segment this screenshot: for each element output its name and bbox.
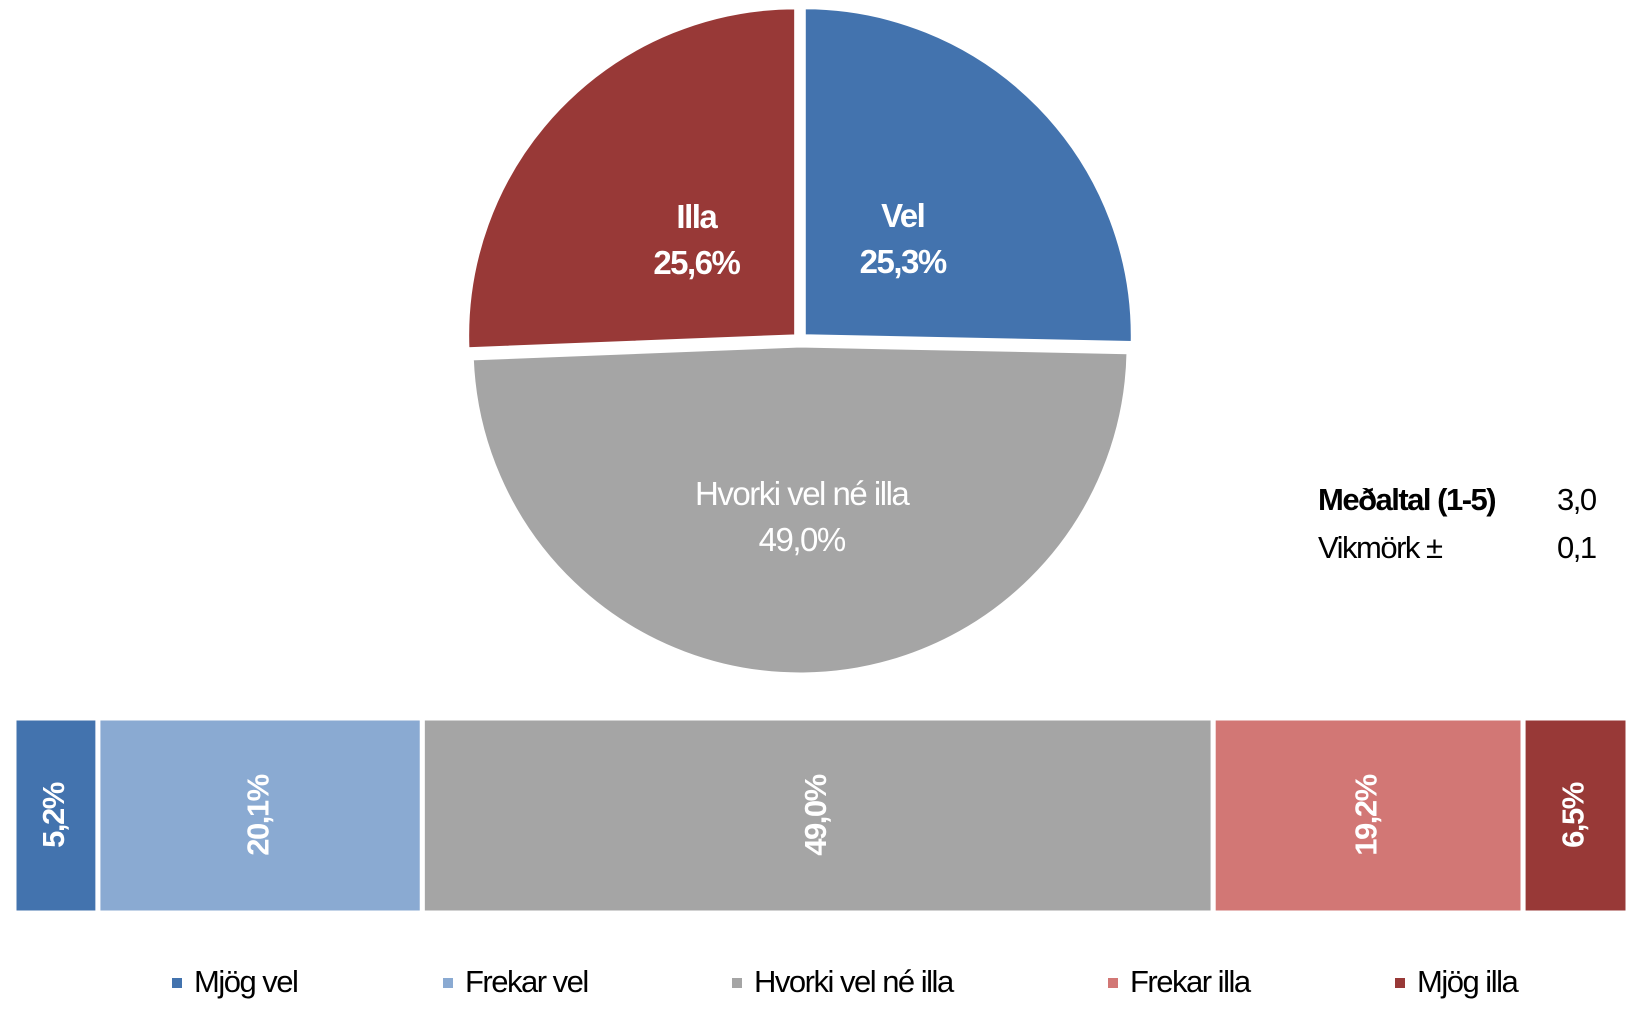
legend-swatch	[732, 978, 742, 988]
legend-label: Frekar illa	[1130, 964, 1252, 999]
legend-swatch	[1108, 978, 1118, 988]
bar-value-label: 49,0%	[798, 774, 833, 855]
stat-value: 0,1	[1557, 530, 1596, 565]
bar-segment	[419, 715, 1216, 916]
bar-segment	[1520, 715, 1630, 916]
bar-value-label: 20,1%	[240, 774, 275, 855]
slice-name: Illa	[676, 198, 717, 236]
slice-label: Vel 25,3%	[783, 193, 1023, 285]
slice-name: Hvorki vel né illa	[695, 474, 910, 512]
slice-value: 25,3%	[859, 243, 948, 281]
legend-label: Frekar vel	[465, 964, 588, 999]
bar-value-label: 5,2%	[36, 782, 71, 848]
legend-label: Mjög illa	[1417, 964, 1519, 999]
bar-segment	[1210, 715, 1526, 916]
pie-slice	[466, 6, 798, 351]
slice-value: 25,6%	[653, 244, 741, 282]
slice-value: 49,0%	[758, 520, 847, 558]
slice-name: Vel	[881, 197, 926, 235]
legend-swatch	[443, 978, 453, 988]
pie-slice	[802, 6, 1134, 345]
legend-swatch	[172, 978, 182, 988]
bar-value-label: 6,5%	[1556, 782, 1591, 848]
slice-label: Hvorki vel né illa 49,0%	[692, 471, 912, 563]
legend-swatch	[1395, 978, 1405, 988]
stat-value: 3,0	[1557, 482, 1597, 517]
legend-label: Mjög vel	[194, 964, 297, 999]
stat-label: Vikmörk ±	[1318, 530, 1443, 565]
legend-label: Hvorki vel né illa	[754, 964, 955, 999]
bar-value-label: 19,2%	[1348, 774, 1383, 855]
slice-label: Illa 25,6%	[576, 194, 816, 286]
stat-label: Meðaltal (1-5)	[1318, 482, 1495, 517]
pie-slice	[470, 344, 1130, 676]
